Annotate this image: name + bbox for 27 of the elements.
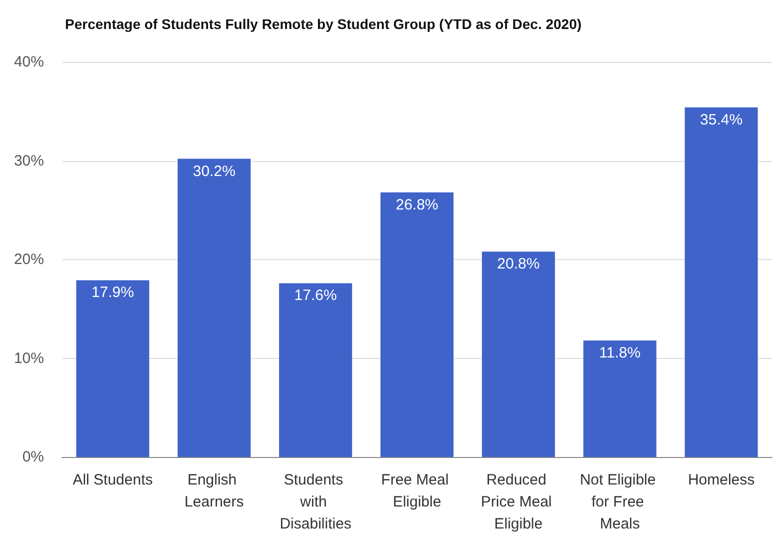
data-label: 17.9% bbox=[91, 284, 134, 302]
chart-title: Percentage of Students Fully Remote by Student Group (YTD as of Dec. 2020) bbox=[65, 16, 582, 32]
bar bbox=[279, 283, 352, 457]
x-tick-label: Homeless bbox=[688, 472, 755, 488]
y-tick-label: 20% bbox=[14, 251, 44, 268]
x-tick-label: Students with Disabilities bbox=[280, 472, 352, 532]
data-label: 17.6% bbox=[294, 287, 337, 304]
data-label: 30.2% bbox=[192, 162, 236, 180]
data-label: 20.8% bbox=[497, 256, 540, 273]
bar bbox=[178, 158, 251, 457]
bar bbox=[76, 280, 150, 457]
x-tick-label: Not Eligible for Free Meals bbox=[580, 472, 660, 532]
bar bbox=[482, 252, 555, 457]
y-tick-label: 0% bbox=[22, 448, 44, 466]
data-label: 26.8% bbox=[396, 196, 438, 214]
bar bbox=[380, 192, 454, 457]
x-tick-label: Reduced Price Meal Eligible bbox=[480, 472, 556, 532]
x-tick-label: All Students bbox=[72, 472, 153, 488]
bar bbox=[684, 107, 758, 457]
data-label: 35.4% bbox=[700, 111, 743, 128]
y-tick-label: 10% bbox=[14, 350, 44, 367]
x-tick-label: Free Meal Eligible bbox=[381, 472, 453, 510]
y-tick-label: 30% bbox=[14, 152, 44, 170]
x-tick-label: English Learners bbox=[184, 472, 244, 510]
y-tick-label: 40% bbox=[14, 54, 44, 70]
bar bbox=[583, 340, 656, 457]
data-label: 11.8% bbox=[599, 344, 641, 362]
